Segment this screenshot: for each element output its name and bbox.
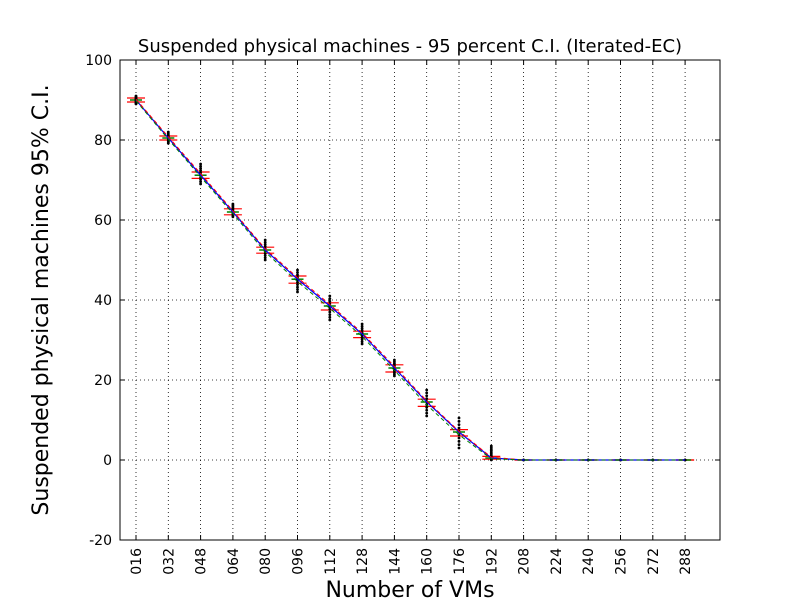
sample-point xyxy=(296,268,299,272)
sample-point xyxy=(489,444,493,448)
x-tick-label: 272 xyxy=(646,548,662,575)
x-tick-label: 240 xyxy=(581,548,597,575)
sample-point xyxy=(425,405,429,409)
y-tick-label: 0 xyxy=(103,453,112,469)
series-lines xyxy=(135,98,686,461)
y-axis-ticks: -20 0 20 40 60 80 100 xyxy=(85,53,720,549)
sample-point xyxy=(425,414,429,418)
sample-point xyxy=(457,439,461,443)
sample-point xyxy=(296,288,299,291)
sample-point xyxy=(296,273,299,277)
sample-point xyxy=(457,426,461,430)
sample-point xyxy=(360,322,364,326)
sample-point xyxy=(263,243,267,246)
sample-point xyxy=(296,283,299,287)
sample-point xyxy=(457,446,461,450)
sample-point xyxy=(328,313,332,317)
data-points xyxy=(134,94,687,462)
y-axis-label: Suspended physical machines 95% C.I. xyxy=(29,84,54,515)
sample-point xyxy=(296,271,299,274)
y-tick-label: 40 xyxy=(94,293,112,309)
sample-point xyxy=(328,315,332,319)
x-tick-label: 128 xyxy=(355,548,371,575)
sample-point xyxy=(328,294,332,298)
plot-frame xyxy=(119,59,721,541)
sample-point xyxy=(199,162,203,166)
sample-point xyxy=(360,340,364,344)
grid-lines xyxy=(120,60,720,540)
y-tick-label: 100 xyxy=(85,53,112,69)
sample-point xyxy=(231,202,235,206)
sample-point xyxy=(296,290,299,294)
sample-point xyxy=(425,394,429,398)
sample-point xyxy=(328,297,332,301)
sample-point xyxy=(328,310,332,314)
x-tick-label: 032 xyxy=(161,548,177,575)
x-tick-label: 048 xyxy=(194,548,210,575)
x-tick-label: 224 xyxy=(549,548,565,575)
series-line xyxy=(135,99,686,461)
sample-point xyxy=(328,318,332,322)
sample-point xyxy=(360,327,364,330)
sample-point xyxy=(134,94,138,98)
x-tick-label: 208 xyxy=(517,548,533,575)
chart-title: Suspended physical machines - 95 percent… xyxy=(138,36,682,57)
x-tick-label: 160 xyxy=(420,548,436,575)
x-tick-label: 064 xyxy=(226,548,242,575)
sample-point xyxy=(296,280,299,284)
sample-point xyxy=(457,419,461,423)
x-tick-label: 256 xyxy=(614,548,630,575)
sample-point xyxy=(199,167,203,170)
sample-point xyxy=(457,436,461,440)
sample-point xyxy=(199,164,203,168)
sample-point xyxy=(425,408,429,412)
sample-point xyxy=(199,178,203,181)
y-tick-label: 60 xyxy=(94,213,112,229)
sample-point xyxy=(393,358,396,362)
sample-point xyxy=(360,338,364,341)
series-line xyxy=(135,100,686,461)
sample-point xyxy=(199,180,203,184)
confidence-intervals xyxy=(127,97,695,461)
series-line xyxy=(135,98,686,461)
sample-point xyxy=(425,397,429,401)
sample-point xyxy=(199,169,203,173)
sample-point xyxy=(360,324,364,328)
sample-point xyxy=(263,238,267,242)
x-tick-label: 112 xyxy=(323,548,339,575)
sample-point xyxy=(328,307,332,311)
y-tick-label: 20 xyxy=(94,373,112,389)
y-tick-label: 80 xyxy=(94,133,112,149)
sample-point xyxy=(425,388,429,392)
sample-point xyxy=(166,130,170,134)
sample-point xyxy=(360,342,364,346)
x-axis-label: Number of VMs xyxy=(325,578,494,600)
y-tick-label: -20 xyxy=(89,533,112,549)
sample-point xyxy=(360,329,364,333)
x-tick-label: 096 xyxy=(291,548,307,575)
sample-point xyxy=(263,258,267,262)
x-tick-label: 176 xyxy=(452,548,468,575)
sample-point xyxy=(457,443,461,447)
sample-point xyxy=(360,335,364,339)
x-tick-label: 192 xyxy=(484,548,500,575)
x-tick-label: 144 xyxy=(387,548,403,575)
sample-point xyxy=(425,391,429,395)
sample-point xyxy=(263,256,267,260)
sample-point xyxy=(263,254,267,257)
sample-point xyxy=(457,423,461,427)
sample-point xyxy=(328,299,332,303)
x-axis-ticks: 016 032 048 064 080 096 112 128 144 160 176 192 208 2… xyxy=(129,60,694,575)
sample-point xyxy=(296,285,299,289)
sample-point xyxy=(263,240,267,244)
x-tick-label: 288 xyxy=(678,548,694,575)
x-tick-label: 016 xyxy=(129,548,145,575)
sample-point xyxy=(457,416,461,420)
sample-point xyxy=(199,182,203,186)
sample-point xyxy=(425,411,429,415)
x-tick-label: 080 xyxy=(258,548,274,575)
